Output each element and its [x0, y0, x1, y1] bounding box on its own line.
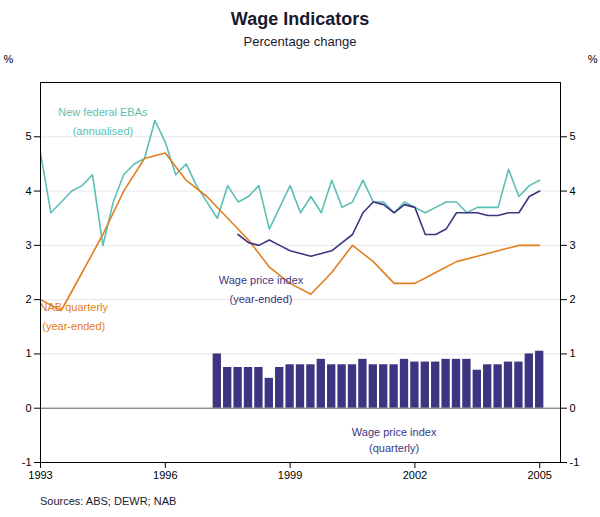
svg-text:1: 1: [570, 347, 576, 359]
svg-text:1996: 1996: [153, 469, 177, 481]
svg-text:1999: 1999: [278, 469, 302, 481]
html-text:Sources: ABS; DEWR; NAB: Sources: ABS; DEWR; NAB: [40, 495, 177, 507]
svg-text:2005: 2005: [527, 469, 551, 481]
svg-text:NAB quarterly: NAB quarterly: [40, 301, 109, 313]
svg-text:3: 3: [570, 239, 576, 251]
svg-text:5: 5: [570, 130, 576, 142]
svg-text:5: 5: [25, 130, 31, 142]
svg-text:(year-ended): (year-ended): [42, 320, 105, 332]
svg-text:(quarterly): (quarterly): [369, 442, 419, 454]
svg-text:%: %: [588, 53, 598, 65]
svg-text:1993: 1993: [28, 469, 52, 481]
svg-text:(year-ended): (year-ended): [229, 293, 292, 305]
svg-text:-1: -1: [22, 456, 32, 468]
svg-text:4: 4: [25, 185, 31, 197]
svg-text:4: 4: [570, 185, 576, 197]
svg-text:0: 0: [570, 402, 576, 414]
svg-text:%: %: [4, 53, 14, 65]
svg-text:-1: -1: [570, 456, 580, 468]
svg-text:Wage price index: Wage price index: [352, 426, 437, 438]
svg-text:1: 1: [25, 347, 31, 359]
svg-text:Wage price index: Wage price index: [219, 274, 304, 286]
svg-text:2: 2: [25, 293, 31, 305]
svg-text:New federal EBAs: New federal EBAs: [58, 106, 148, 118]
svg-text:0: 0: [25, 402, 31, 414]
html-text:Percentage change: Percentage change: [243, 34, 357, 49]
html-text:Wage Indicators: Wage Indicators: [230, 9, 370, 29]
svg-text:(annualised): (annualised): [73, 125, 134, 137]
svg-text:2002: 2002: [403, 469, 427, 481]
svg-text:2: 2: [570, 293, 576, 305]
svg-text:3: 3: [25, 239, 31, 251]
